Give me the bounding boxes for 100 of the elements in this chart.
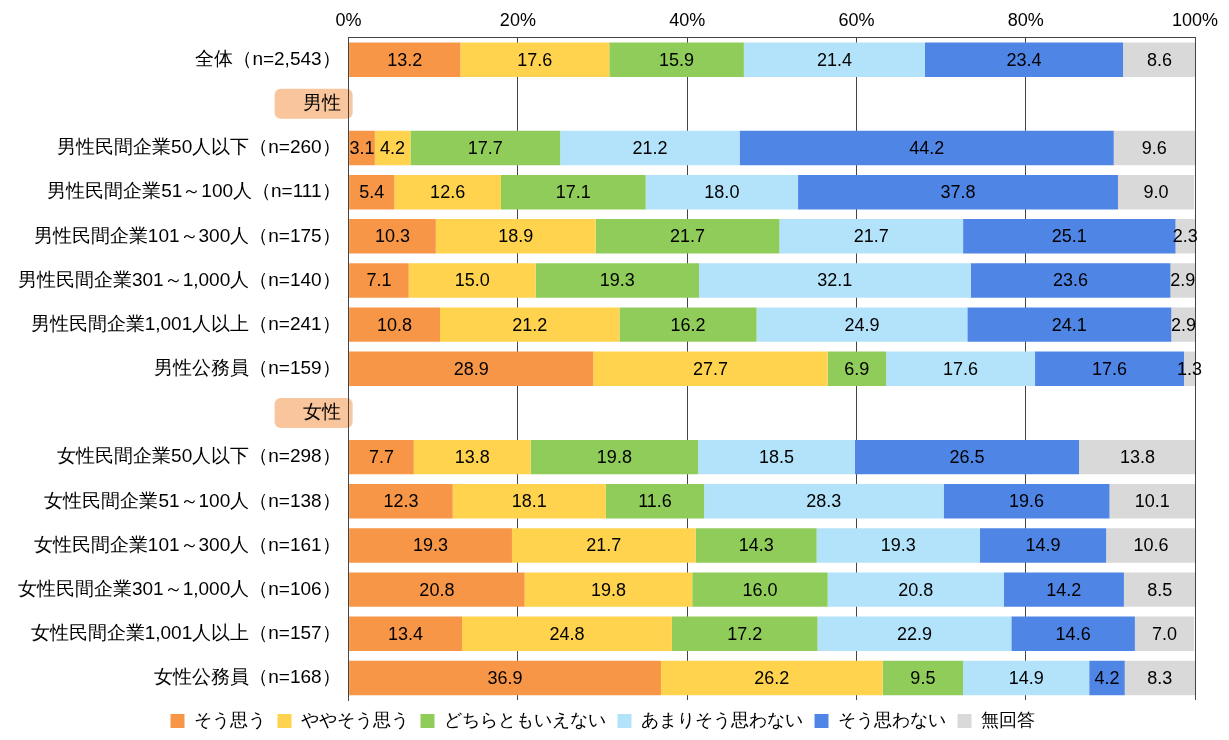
bar xyxy=(349,484,453,519)
data-label: 19.8 xyxy=(590,579,626,600)
bar xyxy=(408,263,536,298)
data-label: 25.1 xyxy=(1051,226,1087,247)
bar xyxy=(595,219,780,254)
data-label: 6.9 xyxy=(844,358,870,379)
bar xyxy=(349,219,436,254)
bar xyxy=(535,263,700,298)
bar xyxy=(500,174,646,210)
data-label: 9.0 xyxy=(1143,182,1169,203)
data-label: 7.7 xyxy=(368,447,394,468)
data-label: 16.2 xyxy=(670,314,706,335)
data-label: 17.6 xyxy=(1091,358,1128,379)
bar xyxy=(660,660,883,696)
legend-label: 無回答 xyxy=(980,709,1035,730)
bar xyxy=(1123,42,1195,77)
bar xyxy=(605,484,705,519)
bar xyxy=(1124,660,1195,696)
data-label: 5.4 xyxy=(359,182,385,203)
bar xyxy=(970,263,1171,298)
bar xyxy=(827,572,1004,607)
bar xyxy=(511,528,696,563)
bar xyxy=(349,660,661,696)
x-tick-label: 20% xyxy=(499,9,536,30)
data-label: 20.8 xyxy=(898,579,934,600)
legend-label: ややそう思う xyxy=(300,709,409,730)
bar xyxy=(349,307,441,342)
data-label: 14.9 xyxy=(1025,535,1061,556)
bar xyxy=(943,484,1110,519)
bar xyxy=(699,263,971,298)
bar xyxy=(435,219,596,254)
data-label: 7.0 xyxy=(1152,623,1178,644)
data-label: 11.6 xyxy=(638,491,672,512)
bar xyxy=(413,439,531,475)
data-label: 14.6 xyxy=(1055,623,1091,644)
bar xyxy=(1106,528,1195,563)
data-label: 14.3 xyxy=(738,535,774,556)
bar xyxy=(698,439,855,475)
bar xyxy=(452,484,606,519)
bar xyxy=(560,130,740,166)
bar xyxy=(695,528,817,563)
bar xyxy=(925,42,1124,77)
bar xyxy=(1109,484,1195,519)
data-label: 32.1 xyxy=(817,270,853,291)
y-tick-label: 男性民間企業51～100人（n=111） xyxy=(47,180,341,202)
data-label: 19.3 xyxy=(599,270,635,291)
data-label: 19.6 xyxy=(1009,491,1045,512)
legend-label: そう思う xyxy=(193,709,266,730)
data-label: 22.9 xyxy=(896,623,932,644)
y-tick-label: 男性民間企業101～300人（n=175） xyxy=(33,224,341,246)
bar xyxy=(349,42,461,77)
data-label: 18.0 xyxy=(704,182,740,203)
bar xyxy=(1134,616,1195,651)
data-label: 10.3 xyxy=(374,226,410,247)
data-label: 8.3 xyxy=(1147,667,1173,688)
y-tick-label: 女性民間企業51～100人（n=138） xyxy=(44,489,341,511)
data-label: 9.5 xyxy=(910,667,936,688)
data-label: 24.9 xyxy=(844,314,880,335)
y-tick-label: 男性民間企業301～1,000人（n=140） xyxy=(17,268,341,290)
data-label: 15.0 xyxy=(454,270,490,291)
data-label: 15.9 xyxy=(659,49,695,70)
data-label: 18.5 xyxy=(758,447,794,468)
data-label: 21.2 xyxy=(512,314,548,335)
bar xyxy=(462,616,672,651)
bar xyxy=(854,439,1080,475)
data-label: 8.6 xyxy=(1146,49,1172,70)
data-label: 10.1 xyxy=(1134,491,1170,512)
y-tick-label: 女性公務員（n=168） xyxy=(154,666,341,688)
bar xyxy=(739,130,1114,166)
x-tick-label: 100% xyxy=(1171,9,1219,30)
data-label: 21.4 xyxy=(816,49,852,70)
data-label: 13.8 xyxy=(454,447,490,468)
data-label: 14.2 xyxy=(1046,579,1082,600)
bar xyxy=(779,219,964,254)
data-label: 26.5 xyxy=(949,447,985,468)
data-label: 17.7 xyxy=(467,137,503,158)
bar xyxy=(671,616,818,651)
legend-label: どちらともいえない xyxy=(443,709,606,730)
bar xyxy=(1117,174,1195,210)
bar xyxy=(756,307,968,342)
bar xyxy=(1079,439,1195,475)
data-label: 28.9 xyxy=(453,358,489,379)
data-label: 13.2 xyxy=(387,49,423,70)
bar xyxy=(827,351,887,387)
bar xyxy=(349,439,414,475)
data-label: 23.4 xyxy=(1006,49,1042,70)
data-label: 13.4 xyxy=(388,623,424,644)
data-label: 27.7 xyxy=(692,358,728,379)
bar xyxy=(394,174,501,210)
data-label: 3.1 xyxy=(349,137,375,158)
bar xyxy=(1011,616,1135,651)
bar xyxy=(1123,572,1195,607)
y-tick-label: 女性民間企業50人以下（n=298） xyxy=(57,445,341,467)
data-label: 14.9 xyxy=(1008,667,1044,688)
bar xyxy=(692,572,828,607)
data-label: 2.9 xyxy=(1171,314,1197,335)
data-label: 16.0 xyxy=(742,579,778,600)
data-label: 17.1 xyxy=(555,182,591,203)
y-tick-label: 女性民間企業301～1,000人（n=106） xyxy=(17,577,341,599)
bar xyxy=(460,42,610,77)
